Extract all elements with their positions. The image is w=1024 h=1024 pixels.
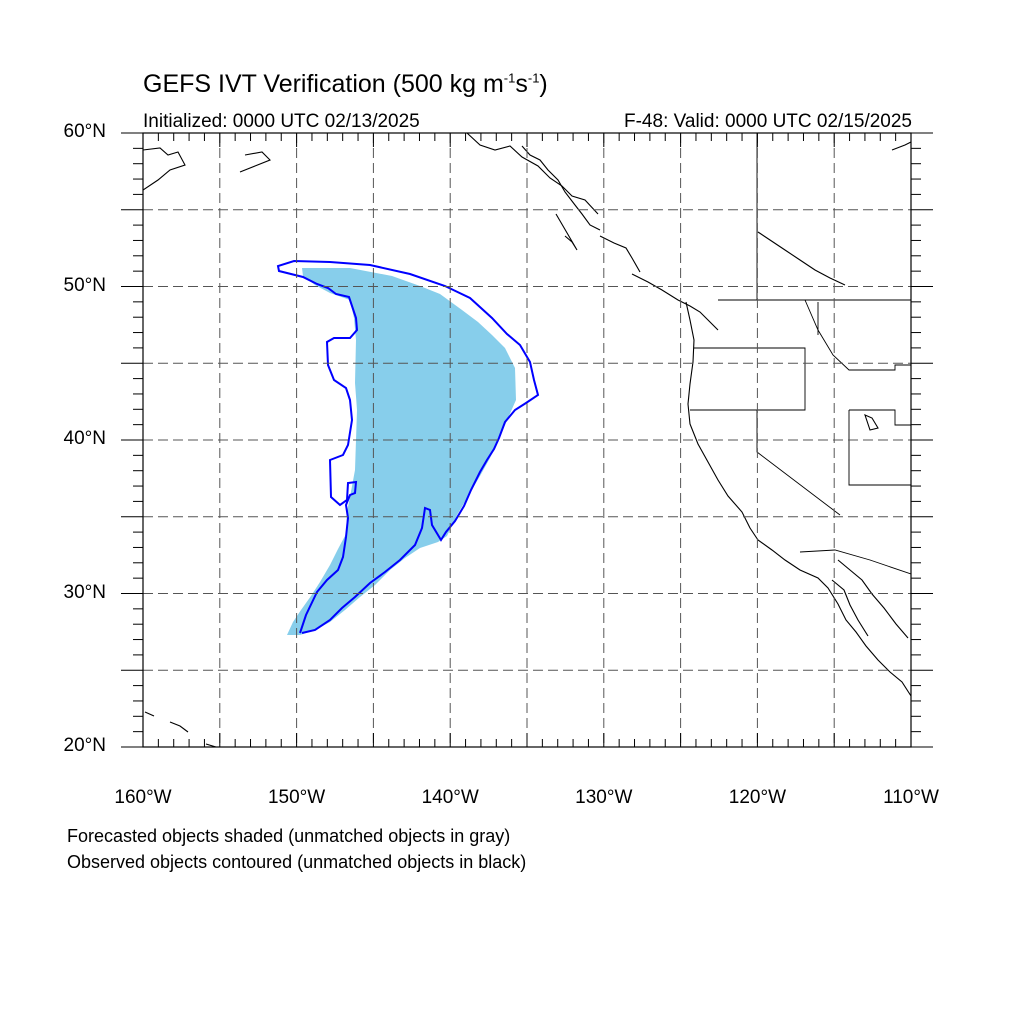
observed-object-contour [276,259,540,634]
forecast-object-shaded [287,268,516,635]
footer-observed-note: Observed objects contoured (unmatched ob… [67,852,527,872]
y-tick-label: 20°N [63,735,106,756]
coastlines [143,133,911,747]
grid-lines [143,133,911,747]
x-tick-label: 120°W [728,787,786,808]
x-tick-label: 130°W [575,787,633,808]
y-tick-label: 40°N [63,428,106,449]
x-tick-label: 110°W [883,787,939,808]
chart-title: GEFS IVT Verification (500 kg m-1s-1) [143,70,548,98]
initialized-label: Initialized: 0000 UTC 02/13/2025 [143,111,420,132]
x-tick-label: 150°W [267,787,326,808]
y-tick-label: 50°N [63,274,106,296]
valid-time-label: F-48: Valid: 0000 UTC 02/15/2025 [624,111,912,132]
y-tick-label: 30°N [63,581,106,603]
axis-ticks [121,132,933,748]
footer-forecast-note: Forecasted objects shaded (unmatched obj… [67,826,511,846]
state-borders [690,133,911,575]
y-tick-label: 60°N [63,121,106,142]
x-tick-label: 140°W [421,787,479,808]
x-tick-label: 160°W [114,787,172,808]
